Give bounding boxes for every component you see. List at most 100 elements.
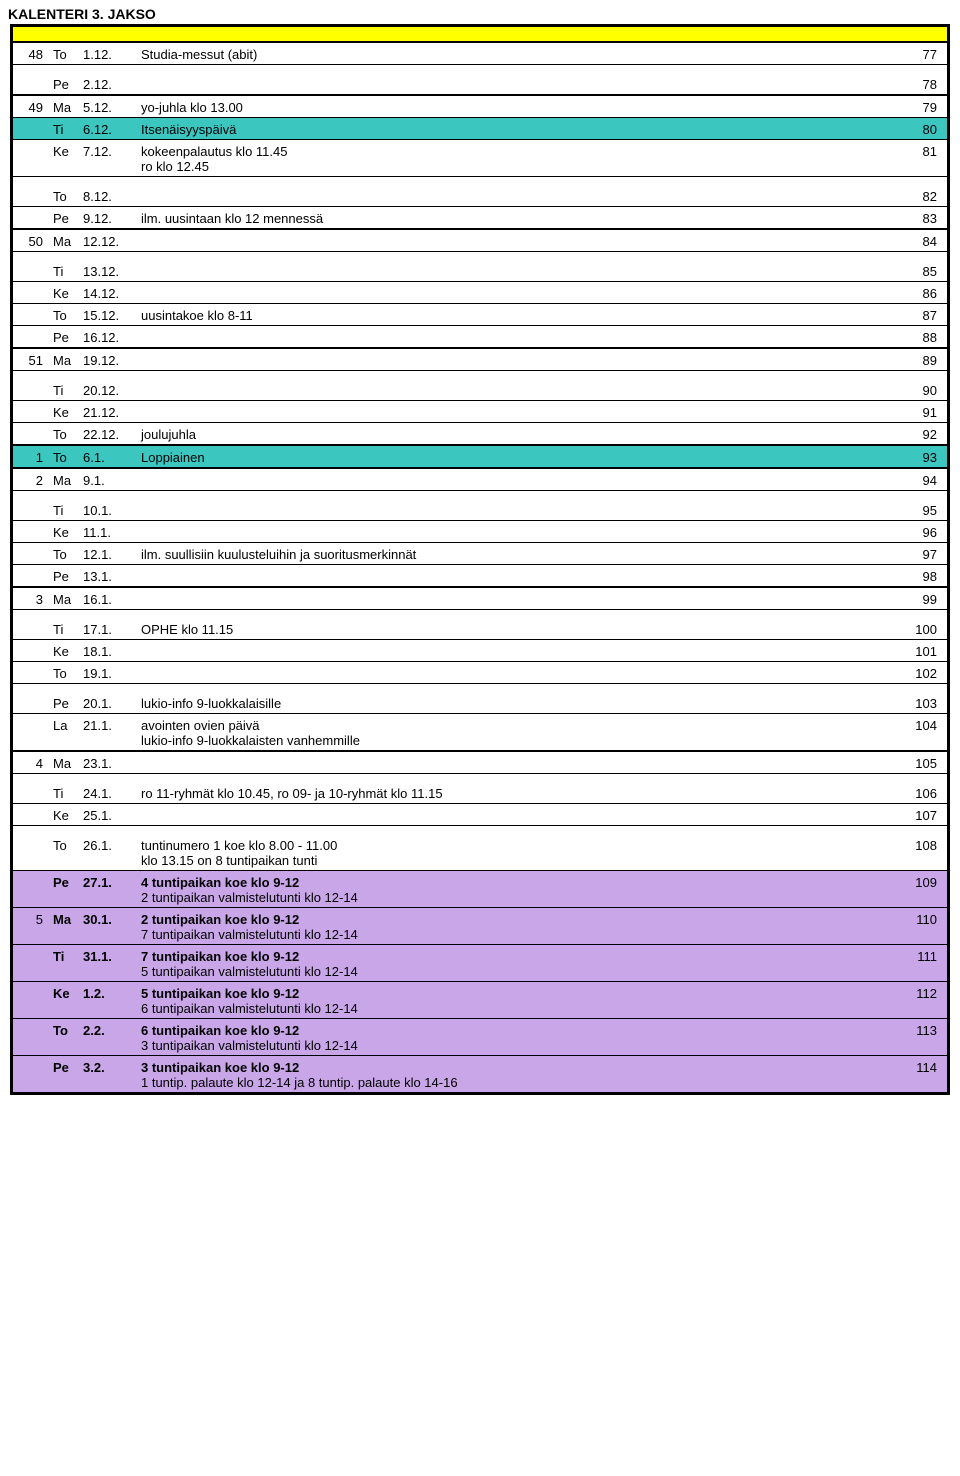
calendar-row: Pe27.1.4 tuntipaikan koe klo 9-122 tunti…: [13, 871, 947, 908]
date: 13.12.: [83, 260, 141, 281]
weekday: To: [49, 662, 83, 683]
row-number: 93: [907, 446, 947, 467]
row-number: 79: [907, 96, 947, 117]
week-number: [13, 521, 49, 527]
row-number: 105: [907, 752, 947, 773]
date: 17.1.: [83, 618, 141, 639]
date: 1.12.: [83, 43, 141, 64]
description: 2 tuntipaikan koe klo 9-127 tuntipaikan …: [141, 908, 907, 944]
row-number: 97: [907, 543, 947, 564]
calendar-row: To12.1.ilm. suullisiin kuulusteluihin ja…: [13, 543, 947, 565]
description: lukio-info 9-luokkalaisille: [141, 692, 907, 713]
week-number: 2: [13, 469, 49, 490]
week-number: [13, 140, 49, 146]
row-number: 106: [907, 782, 947, 803]
weekday: Pe: [49, 326, 83, 347]
date: 26.1.: [83, 834, 141, 855]
week-number: [13, 73, 49, 79]
description: kokeenpalautus klo 11.45ro klo 12.45: [141, 140, 907, 176]
row-number: 96: [907, 521, 947, 542]
week-number: [13, 871, 49, 877]
calendar-row: Ke21.12.91: [13, 401, 947, 423]
weekday: Ke: [49, 282, 83, 303]
description: joulujuhla: [141, 423, 907, 444]
calendar-row: Pe2.12.78: [13, 73, 947, 96]
date: 16.1.: [83, 588, 141, 609]
weekday: Ma: [49, 752, 83, 773]
date: 23.1.: [83, 752, 141, 773]
calendar-row: 50Ma12.12.84: [13, 230, 947, 252]
calendar-row: Ke1.2.5 tuntipaikan koe klo 9-126 tuntip…: [13, 982, 947, 1019]
description: [141, 521, 907, 527]
week-number: 4: [13, 752, 49, 773]
date: 18.1.: [83, 640, 141, 661]
calendar-row: To26.1.tuntinumero 1 koe klo 8.00 - 11.0…: [13, 834, 947, 871]
calendar-row: Ke7.12.kokeenpalautus klo 11.45ro klo 12…: [13, 140, 947, 177]
row-number: 95: [907, 499, 947, 520]
weekday: To: [49, 834, 83, 855]
calendar-row: Pe13.1.98: [13, 565, 947, 588]
date: 30.1.: [83, 908, 141, 929]
row-number: 80: [907, 118, 947, 139]
date: 25.1.: [83, 804, 141, 825]
weekday: Ma: [49, 349, 83, 370]
calendar-table: 48To1.12.Studia-messut (abit)77Pe2.12.78…: [10, 24, 950, 1095]
description: [141, 260, 907, 266]
calendar-row: To8.12.82: [13, 185, 947, 207]
date: 8.12.: [83, 185, 141, 206]
row-number: 101: [907, 640, 947, 661]
description: 3 tuntipaikan koe klo 9-121 tuntip. pala…: [141, 1056, 907, 1092]
week-number: [13, 185, 49, 191]
description: Itsenäisyyspäivä: [141, 118, 907, 139]
description: tuntinumero 1 koe klo 8.00 - 11.00klo 13…: [141, 834, 907, 870]
description: Studia-messut (abit): [141, 43, 907, 64]
row-number: 99: [907, 588, 947, 609]
date: 6.12.: [83, 118, 141, 139]
description: OPHE klo 11.15: [141, 618, 907, 639]
description: ro 11-ryhmät klo 10.45, ro 09- ja 10-ryh…: [141, 782, 907, 803]
yellow-header-bar: [13, 27, 947, 43]
weekday: To: [49, 423, 83, 444]
date: 5.12.: [83, 96, 141, 117]
description: yo-juhla klo 13.00: [141, 96, 907, 117]
calendar-row: To15.12.uusintakoe klo 8-1187: [13, 304, 947, 326]
week-number: [13, 692, 49, 698]
calendar-row: To2.2.6 tuntipaikan koe klo 9-123 tuntip…: [13, 1019, 947, 1056]
date: 9.1.: [83, 469, 141, 490]
calendar-row: Pe16.12.88: [13, 326, 947, 349]
calendar-row: Ti20.12.90: [13, 379, 947, 401]
description: [141, 326, 907, 332]
weekday: To: [49, 446, 83, 467]
weekday: Pe: [49, 1056, 83, 1077]
row-number: 114: [907, 1056, 947, 1077]
calendar-row: 51Ma19.12.89: [13, 349, 947, 371]
weekday: Ma: [49, 230, 83, 251]
date: 6.1.: [83, 446, 141, 467]
description: avointen ovien päivälukio-info 9-luokkal…: [141, 714, 907, 750]
weekday: La: [49, 714, 83, 735]
weekday: Pe: [49, 692, 83, 713]
row-number: 84: [907, 230, 947, 251]
description: [141, 640, 907, 646]
week-number: 51: [13, 349, 49, 370]
date: 15.12.: [83, 304, 141, 325]
weekday: Ma: [49, 908, 83, 929]
description: [141, 499, 907, 505]
row-number: 103: [907, 692, 947, 713]
week-number: [13, 499, 49, 505]
week-number: [13, 1056, 49, 1062]
weekday: To: [49, 304, 83, 325]
date: 22.12.: [83, 423, 141, 444]
weekday: Ke: [49, 640, 83, 661]
date: 24.1.: [83, 782, 141, 803]
description: [141, 469, 907, 475]
weekday: Pe: [49, 207, 83, 228]
description: [141, 752, 907, 758]
calendar-row: 2Ma9.1.94: [13, 469, 947, 491]
calendar-row: Ti24.1.ro 11-ryhmät klo 10.45, ro 09- ja…: [13, 782, 947, 804]
weekday: Ma: [49, 96, 83, 117]
calendar-row: Pe20.1.lukio-info 9-luokkalaisille103: [13, 692, 947, 714]
week-number: 1: [13, 446, 49, 467]
description: uusintakoe klo 8-11: [141, 304, 907, 325]
week-number: [13, 565, 49, 571]
